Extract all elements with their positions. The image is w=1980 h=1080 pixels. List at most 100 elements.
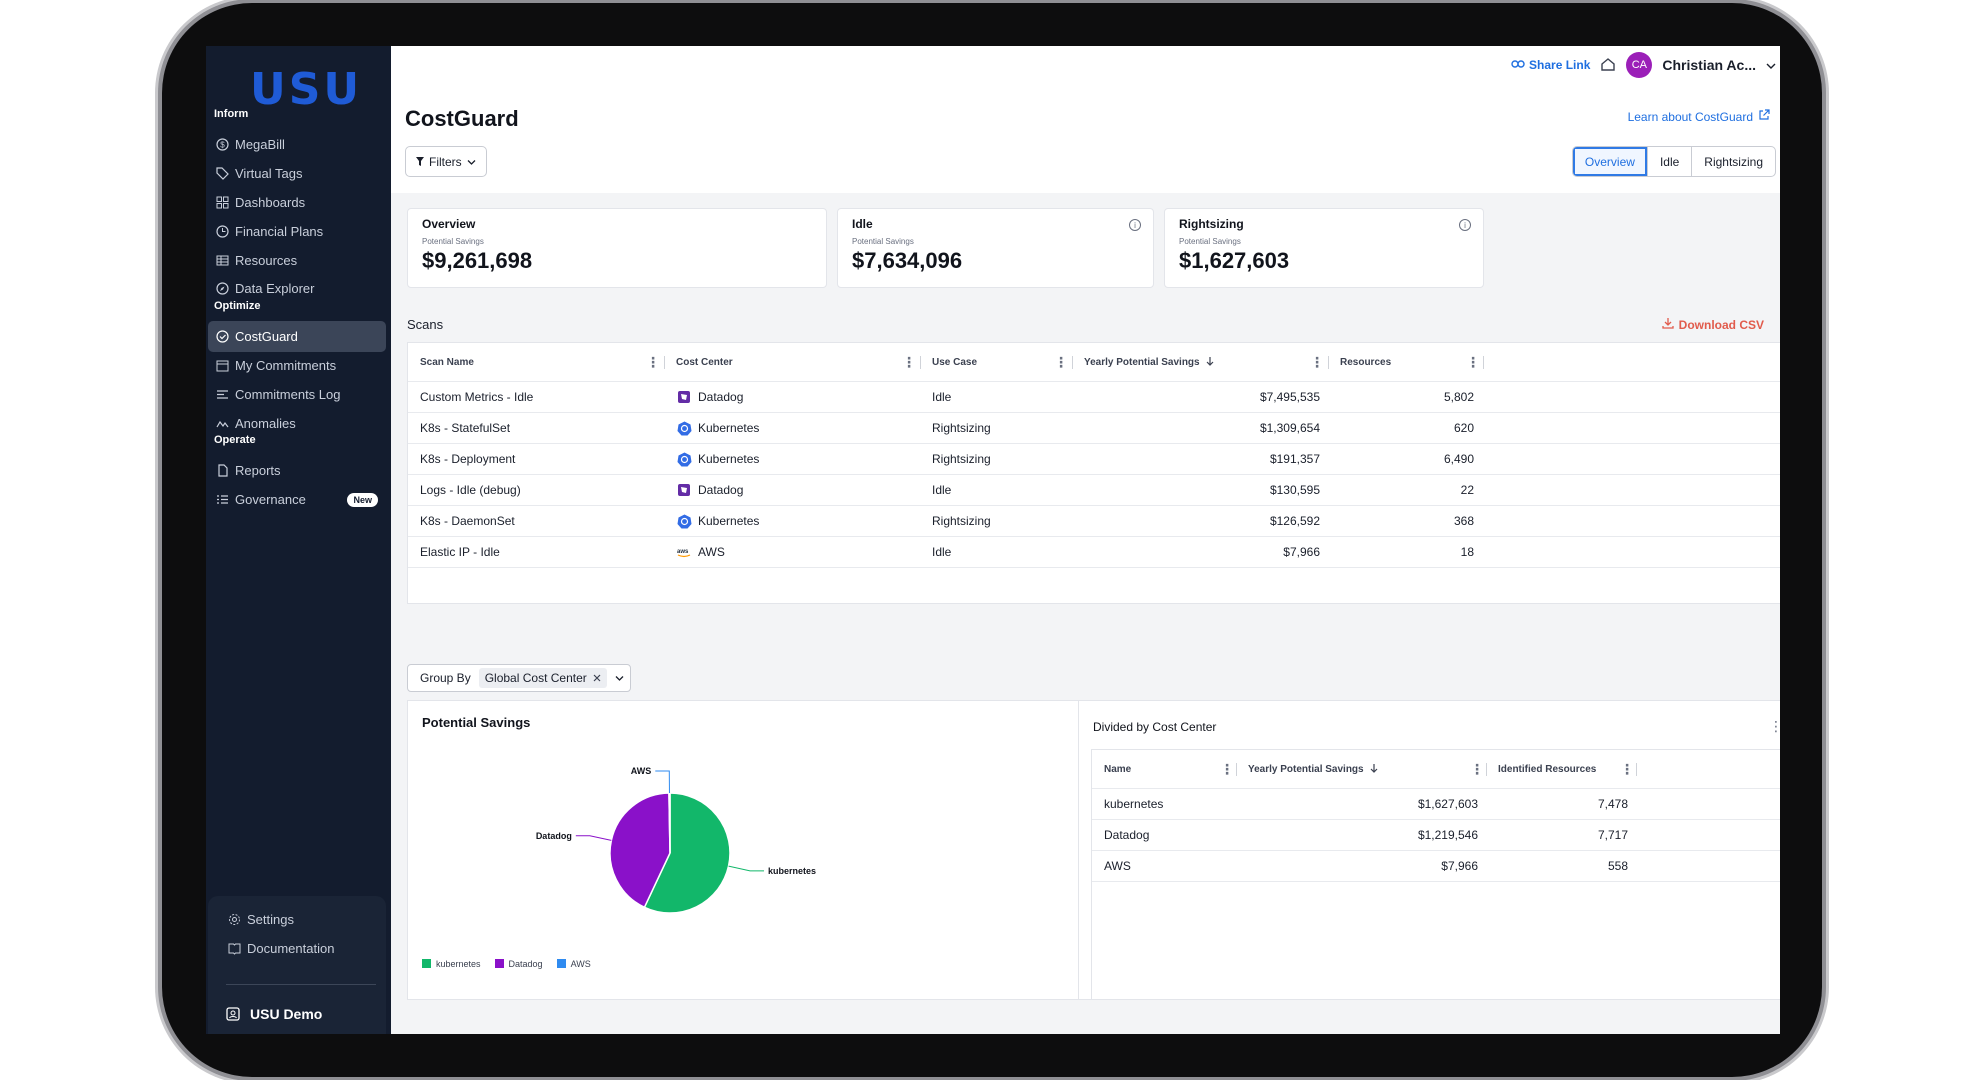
table-row[interactable]: Elastic IP - Idle aws AWS Idle $7,966 18 [408,537,1780,568]
column-header-identified-resources[interactable]: Identified Resources [1498,763,1597,775]
legend-item-datadog[interactable]: Datadog [494,959,543,969]
sidebar-item-governance[interactable]: Governance New [208,484,386,515]
sidebar-item-my-commitments[interactable]: My Commitments [208,350,386,381]
avatar[interactable]: CA [1626,52,1653,78]
section-inform: Inform [214,108,249,120]
column-header-name[interactable]: Name [1104,763,1132,775]
column-header-cost-center[interactable]: Cost Center [676,356,733,368]
cell-scan-name[interactable]: K8s - DaemonSet [420,514,515,528]
cell-name[interactable]: kubernetes [1104,797,1164,811]
sidebar-item-megabill[interactable]: $ MegaBill [208,129,386,160]
cell-resources: 368 [1453,514,1474,528]
tab-idle[interactable]: Idle [1648,147,1693,176]
share-link-label: Share Link [1529,58,1591,72]
sidebar-item-data-explorer[interactable]: Data Explorer [208,273,386,304]
filters-button[interactable]: Filters [405,146,487,177]
legend-item-kubernetes[interactable]: kubernetes [422,959,481,969]
table-row[interactable]: K8s - Deployment Kubernetes Rightsizing $19… [408,444,1780,475]
sidebar-item-reports[interactable]: Reports [208,455,386,486]
user-name[interactable]: Christian Ac... [1662,57,1756,73]
sort-arrow-down-icon[interactable] [1206,356,1214,369]
info-icon[interactable]: i [1459,219,1471,231]
legend-item-aws[interactable]: AWS [556,959,591,969]
page-header [391,46,1780,193]
idle-card[interactable]: Idle Potential Savings $7,634,096 i [837,208,1154,288]
workspace-switcher[interactable]: USU Demo [226,1006,322,1022]
cell-scan-name[interactable]: Custom Metrics - Idle [420,390,534,404]
column-header-yearly-savings[interactable]: Yearly Potential Savings [1248,750,1378,788]
cell-scan-name[interactable]: K8s - Deployment [420,452,516,466]
pie-leader-line [728,865,765,872]
table-row[interactable]: Logs - Idle (debug) Datadog Idle $130,595 22 [408,475,1780,506]
column-divider [1483,356,1484,369]
column-header-scan-name[interactable]: Scan Name [420,356,474,368]
cell-scan-name[interactable]: Elastic IP - Idle [420,545,500,559]
table-row[interactable]: K8s - StatefulSet Kubernetes Rightsizing $1… [408,413,1780,444]
table-row[interactable]: AWS $7,966 558 [1092,851,1780,882]
sidebar-item-commitments-log[interactable]: Commitments Log [208,379,386,410]
download-icon [1662,317,1674,332]
sidebar-item-anomalies[interactable]: Anomalies [208,408,386,439]
column-divider [1636,763,1637,776]
rightsizing-card[interactable]: Rightsizing Potential Savings $1,627,603… [1164,208,1484,288]
table-row[interactable]: kubernetes $1,627,603 7,478 [1092,789,1780,820]
column-header-use-case[interactable]: Use Case [932,356,978,368]
datadog-logo-icon [676,389,692,405]
column-menu-icon[interactable]: ⋮ [1220,761,1234,777]
settings-link[interactable]: Settings [220,904,380,935]
panel-menu-icon[interactable]: ⋮ [1769,718,1780,734]
group-by-chip[interactable]: Global Cost Center [478,668,607,688]
column-menu-icon[interactable]: ⋮ [646,354,660,370]
cell-use-case: Rightsizing [932,421,991,435]
learn-link[interactable]: Learn about CostGuard [1628,109,1770,124]
tab-overview[interactable]: Overview [1572,147,1648,176]
cell-use-case: Rightsizing [932,514,991,528]
group-by-value: Global Cost Center [484,671,587,685]
chevron-down-icon[interactable] [1766,58,1776,73]
close-icon[interactable] [593,671,601,685]
cell-cost-center: Datadog [676,382,743,412]
download-csv-button[interactable]: Download CSV [1662,317,1764,332]
pie-slice-datadog[interactable] [609,792,671,909]
table-row[interactable]: Datadog $1,219,546 7,717 [1092,820,1780,851]
sidebar-item-label: Governance [235,492,306,507]
cell-scan-name[interactable]: Logs - Idle (debug) [420,483,521,497]
aws-logo-icon: aws [676,544,692,560]
column-menu-icon[interactable]: ⋮ [1054,354,1068,370]
dollar-circle-icon: $ [214,137,230,153]
card-title: Rightsizing [1179,217,1244,231]
sidebar-item-virtual-tags[interactable]: Virtual Tags [208,158,386,189]
group-by-control[interactable]: Group By Global Cost Center [407,664,631,692]
sidebar-item-dashboards[interactable]: Dashboards [208,187,386,218]
cell-scan-name[interactable]: K8s - StatefulSet [420,421,511,435]
sidebar-item-costguard[interactable]: CostGuard [208,321,386,352]
usu-logo[interactable]: USU [250,64,363,115]
page-title: CostGuard [405,106,519,131]
column-header-resources[interactable]: Resources [1340,356,1392,368]
overview-card[interactable]: Overview Potential Savings $9,261,698 [407,208,827,288]
column-menu-icon[interactable]: ⋮ [1466,354,1480,370]
sort-arrow-down-icon[interactable] [1370,763,1378,776]
cell-cost-center: Kubernetes [676,506,759,536]
activity-icon [214,416,230,432]
column-menu-icon[interactable]: ⋮ [1310,354,1324,370]
column-menu-icon[interactable]: ⋮ [1620,761,1634,777]
info-icon[interactable]: i [1129,219,1141,231]
table-row[interactable]: Custom Metrics - Idle Datadog Idle $7,495,5… [408,382,1780,413]
home-icon[interactable] [1600,56,1616,75]
table-row[interactable]: K8s - DaemonSet Kubernetes Rightsizing $126… [408,506,1780,537]
share-link[interactable]: Share Link [1511,58,1590,72]
sidebar-item-financial-plans[interactable]: Financial Plans [208,216,386,247]
cell-name[interactable]: AWS [1104,859,1131,873]
sidebar-footer: Settings Documentation USU Demo [208,896,386,1034]
cell-name[interactable]: Datadog [1104,828,1150,842]
pie-slice-aws[interactable] [668,792,671,854]
column-menu-icon[interactable]: ⋮ [902,354,916,370]
chevron-down-icon[interactable] [615,671,624,685]
column-menu-icon[interactable]: ⋮ [1470,761,1484,777]
tab-rightsizing[interactable]: Rightsizing [1704,154,1763,169]
documentation-link[interactable]: Documentation [220,933,380,964]
sidebar-item-resources[interactable]: Resources [208,245,386,276]
column-header-yearly-savings[interactable]: Yearly Potential Savings [1084,343,1214,381]
sidebar-item-label: Reports [235,463,281,478]
